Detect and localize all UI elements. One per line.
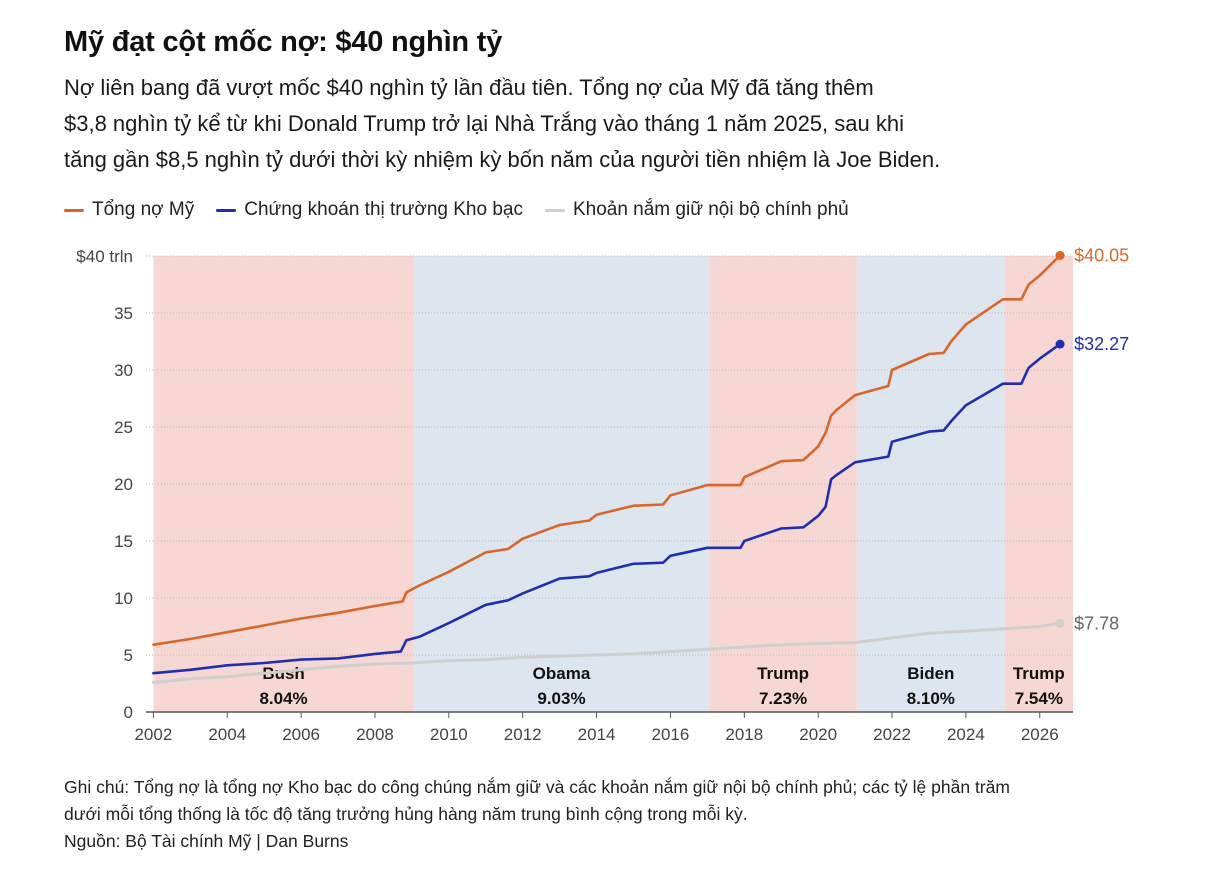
- presidency-band-0: [153, 256, 414, 712]
- subtitle-line: $3,8 nghìn tỷ kể từ khi Donald Trump trở…: [64, 111, 904, 136]
- x-tick-label: 2006: [282, 725, 320, 744]
- period-label-name: Trump: [757, 664, 809, 683]
- period-label-rate: 8.10%: [907, 689, 955, 708]
- chart-subtitle: Nợ liên bang đã vượt mốc $40 nghìn tỷ lầ…: [64, 70, 1164, 178]
- chart-title: Mỹ đạt cột mốc nợ: $40 nghìn tỷ: [64, 26, 503, 58]
- presidency-band-4: [1004, 256, 1073, 712]
- presidency-band-3: [856, 256, 1005, 712]
- period-label-name: Obama: [533, 664, 591, 683]
- y-tick-label: 20: [114, 475, 133, 494]
- chart-legend: Tổng nợ Mỹ Chứng khoán thị trường Kho bạ…: [64, 199, 849, 221]
- legend-label-intragov: Khoản nắm giữ nội bộ chính phủ: [572, 199, 849, 220]
- y-tick-label: 30: [114, 361, 133, 380]
- legend-item-total: Tổng nợ Mỹ: [64, 199, 194, 221]
- series-line-intragov: [151, 621, 1062, 684]
- legend-label-marketable: Chứng khoán thị trường Kho bạc: [244, 199, 523, 220]
- x-tick-label: 2010: [430, 725, 468, 744]
- x-tick-label: 2022: [873, 725, 911, 744]
- x-tick-label: 2014: [578, 725, 616, 744]
- x-tick-label: 2008: [356, 725, 394, 744]
- period-label-rate: 7.23%: [759, 689, 807, 708]
- subtitle-line: Nợ liên bang đã vượt mốc $40 nghìn tỷ lầ…: [64, 75, 874, 100]
- x-tick-label: 2016: [652, 725, 690, 744]
- x-tick-label: 2020: [799, 725, 837, 744]
- period-label-rate: 8.04%: [259, 689, 307, 708]
- x-tick-label: 2002: [134, 725, 172, 744]
- x-tick-label: 2024: [947, 725, 985, 744]
- y-tick-label: 35: [114, 304, 133, 323]
- series-endpoint-intragov: [1055, 618, 1065, 628]
- series-line-marketable: [152, 342, 1062, 675]
- period-label-name: Bush: [262, 664, 305, 683]
- series-endpoint-total: [1055, 250, 1065, 260]
- legend-item-marketable: Chứng khoán thị trường Kho bạc: [216, 199, 523, 221]
- legend-swatch-marketable: [216, 208, 237, 212]
- chart-source: Nguồn: Bộ Tài chính Mỹ | Dan Burns: [64, 831, 349, 851]
- period-label-rate: 7.54%: [1015, 689, 1063, 708]
- x-tick-label: 2018: [725, 725, 763, 744]
- series-end-label-marketable: $32.27: [1074, 334, 1129, 354]
- notes-line: dưới mỗi tổng thống là tốc độ tăng trưởn…: [64, 804, 748, 824]
- x-tick-label: 2004: [208, 725, 246, 744]
- chart-notes: Ghi chú: Tổng nợ là tổng nợ Kho bạc do c…: [64, 774, 1174, 828]
- y-tick-label: 15: [114, 532, 133, 551]
- series-line-total: [152, 254, 1062, 646]
- legend-swatch-total: [64, 208, 84, 212]
- series-end-label-total: $40.05: [1074, 245, 1129, 265]
- period-label-rate: 9.03%: [537, 689, 585, 708]
- y-tick-label: 5: [124, 646, 133, 665]
- x-tick-label: 2026: [1021, 725, 1059, 744]
- legend-label-total: Tổng nợ Mỹ: [92, 199, 195, 220]
- subtitle-line: tăng gần $8,5 nghìn tỷ dưới thời kỳ nhiệ…: [64, 147, 941, 172]
- legend-swatch-intragov: [544, 208, 565, 212]
- y-tick-label: 25: [114, 418, 133, 437]
- period-label-name: Biden: [907, 664, 954, 683]
- notes-line: Ghi chú: Tổng nợ là tổng nợ Kho bạc do c…: [64, 777, 1010, 797]
- y-tick-label: 0: [124, 703, 133, 722]
- x-tick-label: 2012: [504, 725, 542, 744]
- debt-line-chart: 0 5 10 15 20 25 30 35 $40 trln 2002 2004 2006 2008 20…: [76, 245, 1129, 744]
- legend-item-intragov: Khoản nắm giữ nội bộ chính phủ: [544, 199, 849, 221]
- series-end-label-intragov: $7.78: [1074, 613, 1119, 633]
- y-tick-label: 10: [114, 589, 133, 608]
- series-endpoint-marketable: [1055, 339, 1065, 349]
- period-label-name: Trump: [1013, 664, 1065, 683]
- y-tick-label: $40 trln: [76, 247, 133, 266]
